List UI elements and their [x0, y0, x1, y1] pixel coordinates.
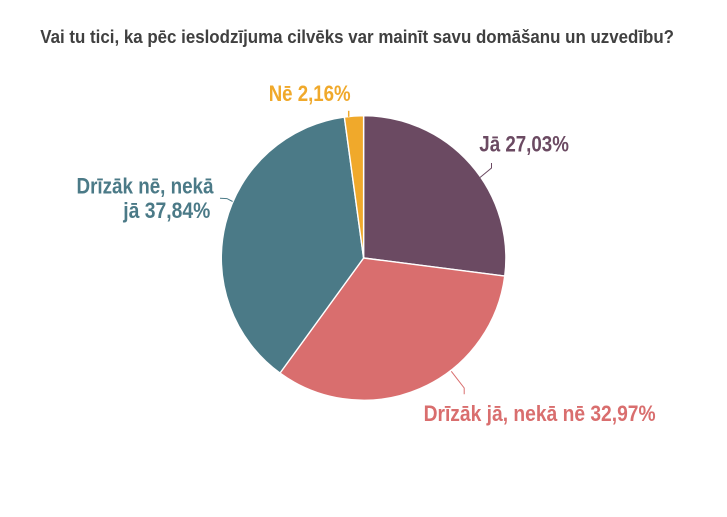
svg-text:Drīzāk nē, nekā: Drīzāk nē, nekā	[77, 174, 214, 199]
svg-text:Drīzāk jā, nekā nē 32,97%: Drīzāk jā, nekā nē 32,97%	[424, 401, 656, 426]
svg-text:jā 37,84%: jā 37,84%	[122, 198, 210, 223]
svg-text:Vai tu tici, ka pēc ieslodzīju: Vai tu tici, ka pēc ieslodzījuma cilvēks…	[40, 27, 674, 47]
svg-text:Nē 2,16%: Nē 2,16%	[269, 81, 351, 106]
svg-text:Jā 27,03%: Jā 27,03%	[479, 132, 569, 157]
